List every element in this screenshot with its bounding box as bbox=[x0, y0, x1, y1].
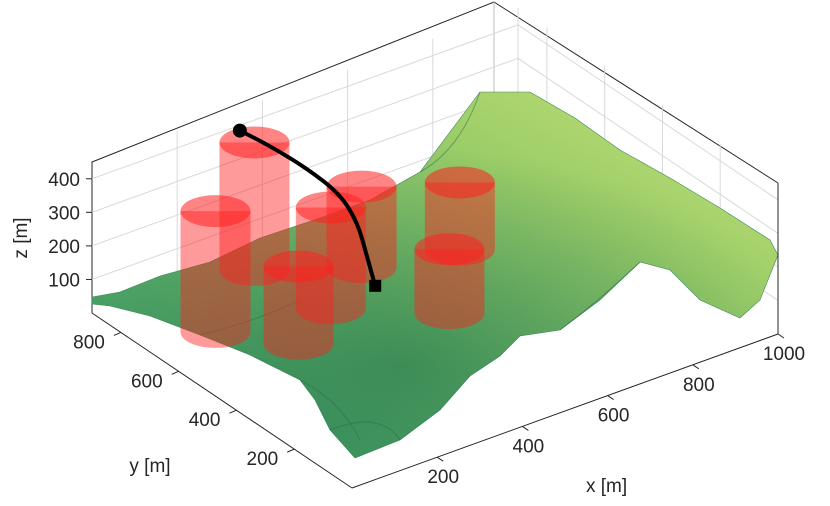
start-marker bbox=[369, 279, 382, 292]
cylinder-body bbox=[414, 249, 485, 330]
y-tick-label: 800 bbox=[73, 332, 105, 353]
terrain-surface bbox=[91, 91, 779, 459]
cylinder-obstacle bbox=[180, 195, 251, 348]
x-tick-label: 800 bbox=[683, 375, 715, 396]
cylinder-obstacles bbox=[180, 126, 495, 360]
cylinder-body bbox=[263, 266, 334, 360]
z-axis-label: z [m] bbox=[11, 217, 32, 258]
y-tick-mark bbox=[287, 448, 295, 453]
grid-line bbox=[91, 57, 779, 234]
cylinder-body bbox=[295, 207, 366, 325]
z-tick-label: 100 bbox=[48, 270, 80, 291]
axes-front-edges bbox=[91, 183, 779, 489]
cylinder-obstacle bbox=[414, 233, 485, 330]
x-axis-label: x [m] bbox=[586, 476, 627, 497]
y-axis-label: y [m] bbox=[129, 456, 170, 477]
x-tick-mark bbox=[522, 425, 529, 431]
z-tick-label: 200 bbox=[48, 237, 80, 258]
end-marker bbox=[232, 123, 247, 138]
x-tick-mark bbox=[607, 395, 614, 401]
y-tick-label: 400 bbox=[189, 410, 221, 431]
cylinder-obstacle bbox=[326, 170, 397, 284]
y-tick-label: 600 bbox=[131, 371, 163, 392]
cylinder-top bbox=[326, 170, 397, 203]
x-tick-mark bbox=[777, 333, 785, 339]
z-tick-label: 400 bbox=[48, 170, 80, 191]
cylinder-body bbox=[180, 211, 251, 348]
x-tick-label: 400 bbox=[513, 436, 545, 457]
x-tick-label: 600 bbox=[598, 406, 630, 427]
cylinder-top bbox=[414, 233, 485, 266]
x-tick-mark bbox=[436, 456, 444, 462]
y-tick-label: 200 bbox=[247, 449, 279, 470]
flight-path bbox=[232, 123, 382, 292]
y-tick-mark bbox=[113, 331, 122, 336]
cylinder-obstacle bbox=[263, 250, 334, 360]
cylinder-top bbox=[263, 250, 334, 283]
x-tick-label: 1000 bbox=[763, 344, 805, 365]
path-line bbox=[237, 128, 378, 288]
y-tick-mark bbox=[171, 370, 179, 375]
cylinder-top bbox=[180, 195, 251, 228]
cylinder-body bbox=[219, 142, 290, 286]
y-tick-mark bbox=[229, 409, 237, 414]
z-tick-label: 300 bbox=[48, 203, 80, 224]
x-tick-mark bbox=[692, 364, 700, 370]
axis-ticks: 200 400 600 800 1000 200 400 600 800 100 200 300 400 bbox=[48, 170, 805, 488]
x-tick-label: 200 bbox=[427, 467, 459, 488]
cylinder-top bbox=[424, 166, 495, 199]
